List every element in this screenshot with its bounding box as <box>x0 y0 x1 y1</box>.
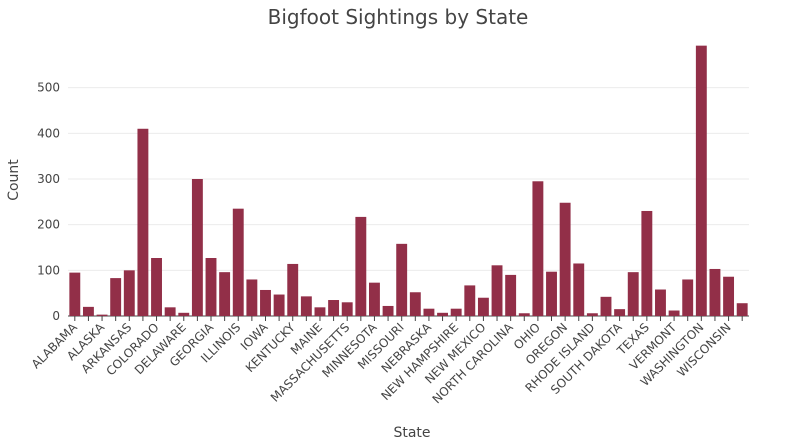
bar <box>151 258 162 316</box>
y-tick-label: 300 <box>37 172 60 186</box>
bar <box>437 312 448 316</box>
bar <box>96 314 108 316</box>
bar <box>600 296 612 316</box>
bar <box>164 307 176 316</box>
chart-title: Bigfoot Sightings by State <box>268 5 529 29</box>
bar <box>205 258 217 316</box>
bar <box>573 263 585 316</box>
bar <box>614 309 626 316</box>
bar <box>695 45 707 317</box>
bar <box>369 282 380 316</box>
bar <box>491 265 503 316</box>
bar <box>736 303 748 316</box>
bar <box>69 272 81 316</box>
bar <box>110 278 122 316</box>
bar <box>464 285 476 316</box>
bar <box>246 279 258 316</box>
bar <box>123 270 135 316</box>
bar <box>627 272 639 316</box>
bar <box>423 308 435 316</box>
bar <box>232 208 244 316</box>
y-axis-label: Count <box>6 159 22 201</box>
bar <box>287 263 299 316</box>
bar <box>546 271 557 316</box>
bar <box>219 272 231 316</box>
bar <box>178 312 190 316</box>
bar <box>341 302 353 316</box>
bar <box>260 289 271 316</box>
bar <box>273 294 285 316</box>
bar <box>450 308 462 316</box>
bar <box>314 307 326 316</box>
bar <box>477 297 489 316</box>
bar <box>723 276 735 316</box>
bar <box>396 243 408 316</box>
y-tick-label: 0 <box>52 309 60 323</box>
bar <box>355 216 367 316</box>
bar <box>682 279 694 316</box>
x-axis-label: State <box>393 425 430 441</box>
bar <box>382 305 394 316</box>
bar <box>300 296 312 316</box>
bar <box>586 313 598 316</box>
bar <box>82 306 94 316</box>
bar <box>709 268 721 316</box>
bar <box>328 300 340 316</box>
bar <box>505 274 517 316</box>
bar <box>559 202 571 316</box>
bar <box>191 179 203 316</box>
y-tick-label: 400 <box>37 126 60 140</box>
bar <box>641 210 653 316</box>
bar <box>655 289 666 316</box>
bar <box>668 310 680 316</box>
bar <box>137 128 149 316</box>
y-tick-label: 200 <box>37 218 60 232</box>
y-tick-label: 500 <box>37 81 60 95</box>
y-tick-label: 100 <box>37 263 60 277</box>
bar <box>409 292 421 316</box>
bar <box>532 181 544 316</box>
bar <box>518 313 530 316</box>
